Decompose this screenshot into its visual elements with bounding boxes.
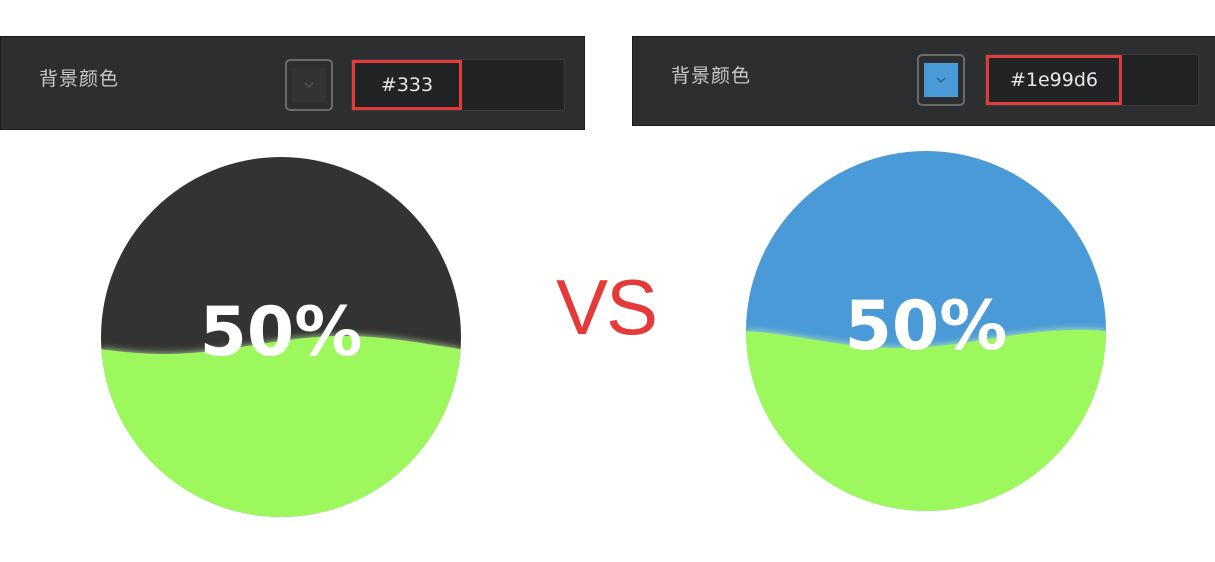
color-swatch-preview: [924, 63, 958, 97]
hex-color-field[interactable]: #1e99d6: [985, 54, 1199, 106]
percent-label: 50%: [845, 287, 1008, 366]
hex-color-input[interactable]: #1e99d6: [986, 55, 1122, 105]
background-color-panel-right: 背景颜色 #1e99d6: [632, 36, 1215, 126]
liquid-wave: [101, 336, 461, 517]
color-swatch-button[interactable]: [285, 59, 333, 111]
color-swatch-preview: [292, 68, 326, 102]
comparison-label: VS: [556, 263, 658, 351]
liquid-gauge-left: 50%: [101, 157, 461, 517]
percent-label: 50%: [200, 293, 363, 372]
liquid-gauge-right: 50%: [746, 151, 1106, 511]
hex-color-input[interactable]: #333: [352, 60, 462, 110]
chevron-down-icon: [304, 82, 314, 88]
liquid-wave: [746, 330, 1106, 511]
hex-color-field[interactable]: #333: [351, 59, 565, 111]
background-color-panel-left: 背景颜色 #333: [0, 36, 585, 130]
color-swatch-button[interactable]: [917, 54, 965, 106]
background-color-label: 背景颜色: [39, 68, 120, 90]
background-color-label: 背景颜色: [671, 65, 752, 87]
chevron-down-icon: [936, 77, 946, 83]
